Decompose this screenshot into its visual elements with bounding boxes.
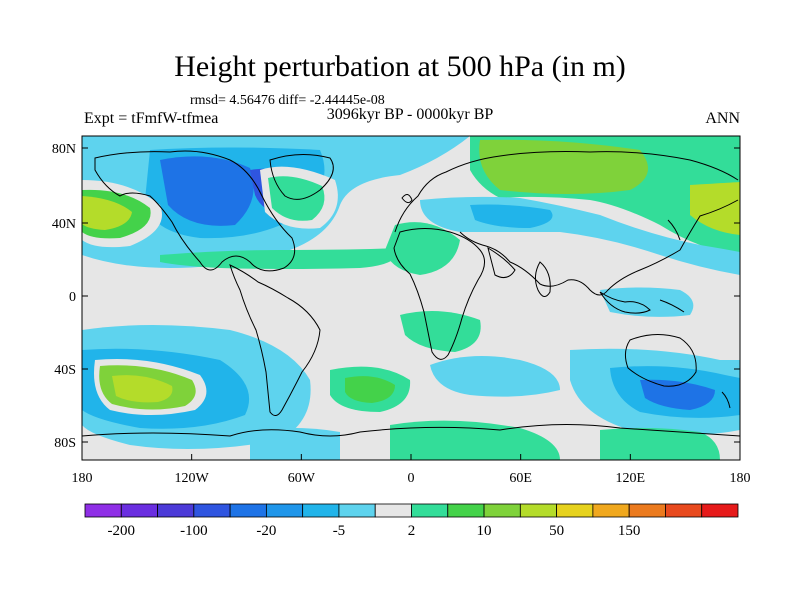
colorbar-swatch	[374, 503, 412, 518]
lat-tick-label: 40N	[52, 217, 76, 232]
colorbar-swatch	[265, 503, 304, 518]
colorbar-swatch	[411, 503, 449, 518]
lat-tick-label: 0	[69, 290, 76, 305]
lat-tick-label: 40S	[54, 363, 76, 378]
map-axes: 80N 40N 0 40S 80S 180 120W 60W 0 60E 120E 180	[52, 142, 751, 486]
period-label: 3096kyr BP - 0000kyr BP	[326, 106, 494, 123]
lat-tick-label: 80N	[52, 142, 76, 157]
contour-field	[82, 136, 740, 460]
colorbar-swatch	[302, 503, 340, 518]
colorbar-label: -200	[108, 523, 136, 539]
colorbar-swatch	[665, 503, 703, 518]
colorbar-swatch	[701, 503, 739, 518]
colorbar-label: -5	[333, 523, 346, 539]
colorbar-swatch	[519, 503, 558, 518]
experiment-label: Expt = tFmfW-tfmea	[84, 110, 219, 127]
colorbar-label: -20	[256, 523, 276, 539]
colorbar-label: 2	[408, 523, 416, 539]
colorbar-swatch	[592, 503, 630, 518]
colorbar-label: -100	[180, 523, 208, 539]
colorbar-swatch	[229, 503, 267, 518]
colorbar-label: 50	[549, 523, 564, 539]
colorbar-swatch	[628, 503, 666, 518]
lon-tick-label: 120W	[175, 471, 210, 486]
lon-tick-label: 0	[408, 471, 415, 486]
colorbar-swatch	[193, 503, 231, 518]
lon-tick-label: 180	[730, 471, 751, 486]
colorbar-label: 10	[477, 523, 492, 539]
lon-tick-label: 60W	[288, 471, 316, 486]
colorbar-swatch	[447, 503, 485, 518]
stats-line: rmsd= 4.56476 diff= -2.44445e-08	[190, 93, 385, 108]
lon-tick-label: 180	[72, 471, 93, 486]
season-label: ANN	[705, 110, 740, 127]
lat-tick-label: 80S	[54, 436, 76, 451]
lon-tick-label: 120E	[616, 471, 646, 486]
map-title: Height perturbation at 500 hPa (in m)	[174, 50, 626, 83]
colorbar-swatch	[483, 503, 521, 518]
colorbar-swatch	[120, 503, 158, 518]
colorbar-label: 150	[618, 523, 641, 539]
colorbar-swatch	[84, 503, 122, 518]
colorbar-swatch	[556, 503, 594, 518]
lon-tick-label: 60E	[509, 471, 532, 486]
colorbar-swatch	[338, 503, 376, 518]
colorbar-swatch	[157, 503, 195, 518]
colorbar: -200 -100 -20 -5 2 10 50 150	[84, 503, 739, 539]
coastlines	[82, 150, 740, 437]
